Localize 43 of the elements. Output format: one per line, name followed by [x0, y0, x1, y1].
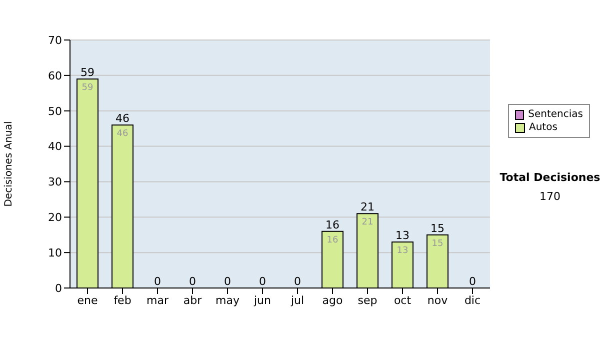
- x-tick-label: feb: [114, 294, 132, 307]
- x-tick-label: jul: [290, 294, 304, 307]
- total-label: 0: [469, 275, 476, 288]
- x-tick-label: sep: [358, 294, 378, 307]
- total-label: 0: [224, 275, 231, 288]
- y-axis-title: Decisiones Anual: [4, 121, 15, 207]
- total-label: 21: [360, 200, 374, 214]
- y-tick-label: 50: [48, 104, 62, 118]
- total-label: 59: [80, 66, 94, 79]
- data-label: 46: [116, 129, 128, 140]
- x-tick-label: mar: [146, 294, 169, 307]
- data-label: 15: [432, 238, 444, 249]
- total-label: 0: [189, 275, 196, 288]
- total-label: 0: [259, 275, 266, 288]
- text: Total Decisiones: [498, 171, 600, 184]
- x-tick-label: jun: [253, 294, 272, 307]
- x-tick-label: may: [216, 294, 240, 307]
- y-tick-label: 70: [48, 34, 62, 47]
- data-label: 13: [396, 246, 408, 256]
- data-label: 21: [362, 218, 374, 228]
- total-label: 13: [396, 228, 410, 242]
- y-tick-label: 40: [48, 140, 62, 154]
- total-label: 46: [116, 112, 130, 126]
- x-tick-label: oct: [394, 294, 412, 307]
- text: 170: [538, 190, 562, 203]
- x-tick-label: ene: [77, 294, 98, 307]
- legend-label: Autos: [529, 121, 558, 134]
- data-label: 59: [82, 82, 94, 93]
- x-tick-label: nov: [427, 294, 448, 307]
- total-label: 15: [430, 222, 444, 235]
- y-tick-label: 0: [55, 282, 62, 295]
- total-label: 16: [326, 218, 340, 232]
- y-tick-label: 30: [48, 176, 62, 189]
- y-tick-label: 10: [48, 246, 62, 260]
- data-label: 16: [326, 235, 338, 246]
- legend-label: Sentencias: [528, 108, 583, 121]
- x-tick-label: ago: [322, 294, 343, 307]
- total-label: 0: [294, 275, 301, 288]
- x-tick-label: abr: [183, 294, 202, 307]
- total-label: 0: [154, 275, 161, 288]
- y-tick-label: 20: [48, 211, 62, 224]
- y-tick-label: 60: [48, 69, 62, 82]
- x-tick-label: dic: [464, 294, 481, 307]
